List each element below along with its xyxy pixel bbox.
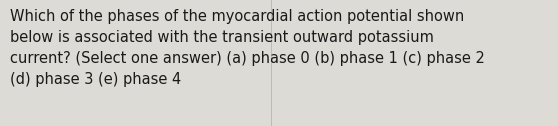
Text: Which of the phases of the myocardial action potential shown
below is associated: Which of the phases of the myocardial ac…: [10, 9, 485, 87]
